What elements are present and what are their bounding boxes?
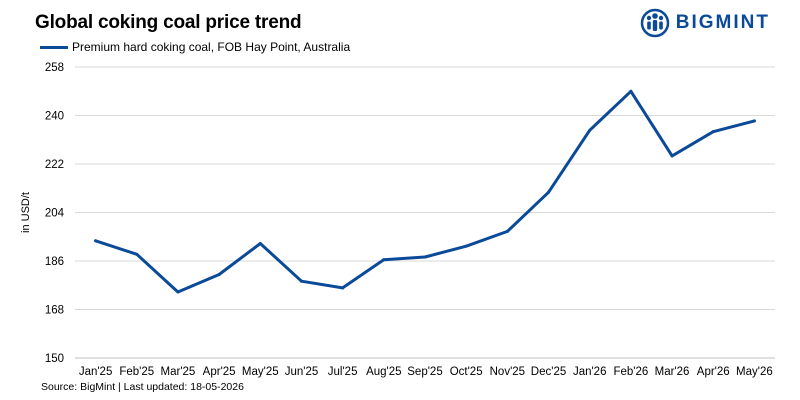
x-tick-label: Feb'25	[119, 366, 154, 378]
y-tick-label: 258	[45, 62, 64, 74]
chart-legend: Premium hard coking coal, FOB Hay Point,…	[40, 40, 350, 54]
data-point	[135, 252, 139, 256]
x-tick-label: Feb'26	[613, 366, 648, 378]
y-tick-label: 168	[45, 305, 64, 317]
legend-swatch	[40, 45, 68, 49]
series-layer	[94, 89, 756, 294]
chart-title: Global coking coal price trend	[35, 12, 302, 33]
y-tick-label: 240	[45, 111, 64, 123]
source-note: Source: BigMint | Last updated: 18-05-20…	[41, 381, 244, 393]
y-tick-label: 186	[45, 256, 64, 268]
x-tick-label: Sep'25	[407, 366, 442, 378]
data-point	[547, 190, 551, 194]
data-point	[217, 272, 221, 276]
bigmint-logo-icon	[640, 8, 670, 38]
data-point	[588, 128, 592, 132]
x-tick-label: Apr'26	[697, 366, 730, 378]
x-tick-label: Jan'25	[79, 366, 113, 378]
data-point	[176, 290, 180, 294]
y-tick-label: 150	[45, 353, 64, 365]
grid-lines	[75, 66, 775, 359]
x-tick-label: Dec'25	[531, 366, 566, 378]
x-tick-label: Nov'25	[490, 366, 525, 378]
y-axis-ticks: 150 168 186 204 222 240 258	[45, 62, 65, 365]
x-tick-label: Jul'25	[328, 366, 358, 378]
data-point	[94, 239, 98, 243]
legend-label: Premium hard coking coal, FOB Hay Point,…	[72, 40, 351, 54]
y-axis-label: in USD/t	[20, 192, 32, 233]
data-point	[752, 119, 756, 123]
data-point	[711, 130, 715, 134]
brand-name: BIGMINT	[675, 12, 770, 33]
data-point	[423, 255, 427, 259]
y-tick-label: 222	[45, 159, 64, 171]
data-point	[299, 279, 303, 283]
y-tick-label: 204	[45, 208, 65, 220]
brand-logo: BIGMINT	[640, 8, 770, 38]
data-point	[670, 154, 674, 158]
x-axis-ticks: Jan'25 Feb'25 Mar'25 Apr'25 May'25 Jun'25 Jul'…	[79, 366, 773, 378]
x-tick-label: Aug'25	[366, 366, 401, 378]
data-point	[258, 241, 262, 245]
x-tick-label: May'25	[242, 366, 279, 378]
x-tick-label: Jun'25	[285, 366, 319, 378]
x-tick-label: Mar'26	[655, 366, 690, 378]
x-tick-label: Oct'25	[450, 366, 483, 378]
data-point	[382, 258, 386, 262]
x-tick-label: Mar'25	[161, 366, 196, 378]
data-point	[505, 229, 509, 233]
data-point	[341, 286, 345, 290]
x-tick-label: Apr'25	[203, 366, 236, 378]
series-line	[94, 89, 756, 294]
x-tick-label: May'26	[736, 366, 773, 378]
x-tick-label: Jan'26	[573, 366, 607, 378]
data-point	[629, 89, 633, 93]
data-point	[464, 244, 468, 248]
